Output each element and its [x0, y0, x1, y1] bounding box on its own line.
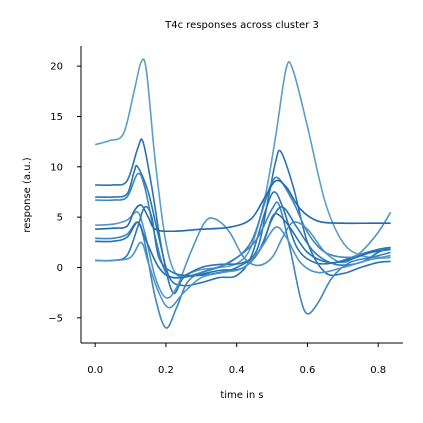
y-tick-label: 0: [57, 263, 63, 274]
y-tick-label: 20: [50, 62, 63, 73]
x-tick-label: 0.0: [87, 365, 103, 376]
series-line-6: [95, 179, 391, 233]
series-line-9: [95, 205, 391, 277]
axes-layer: [80, 46, 403, 344]
series-layer: [94, 58, 392, 329]
x-tick-label: 0.8: [370, 365, 386, 376]
series-line-10: [95, 226, 391, 309]
series-line-2: [95, 138, 391, 295]
y-axis-label: response (a.u.): [22, 157, 33, 232]
series-line-3: [95, 164, 391, 287]
x-tick-label: 0.6: [300, 365, 316, 376]
y-ticks: −5 0 5 10 15 20: [48, 62, 81, 324]
x-ticks: 0.0 0.2 0.4 0.6 0.8: [87, 343, 386, 376]
series-line-5: [95, 211, 392, 299]
x-axis-label: time in s: [220, 390, 263, 401]
y-tick-label: 15: [50, 112, 63, 123]
x-tick-label: 0.4: [229, 365, 245, 376]
chart-title: T4c responses across cluster 3: [164, 20, 319, 31]
y-tick-label: 5: [57, 213, 63, 224]
y-tick-label: −5: [48, 313, 63, 324]
y-tick-label: 10: [50, 162, 63, 173]
series-line-1: [94, 58, 391, 278]
x-tick-label: 0.2: [158, 365, 174, 376]
